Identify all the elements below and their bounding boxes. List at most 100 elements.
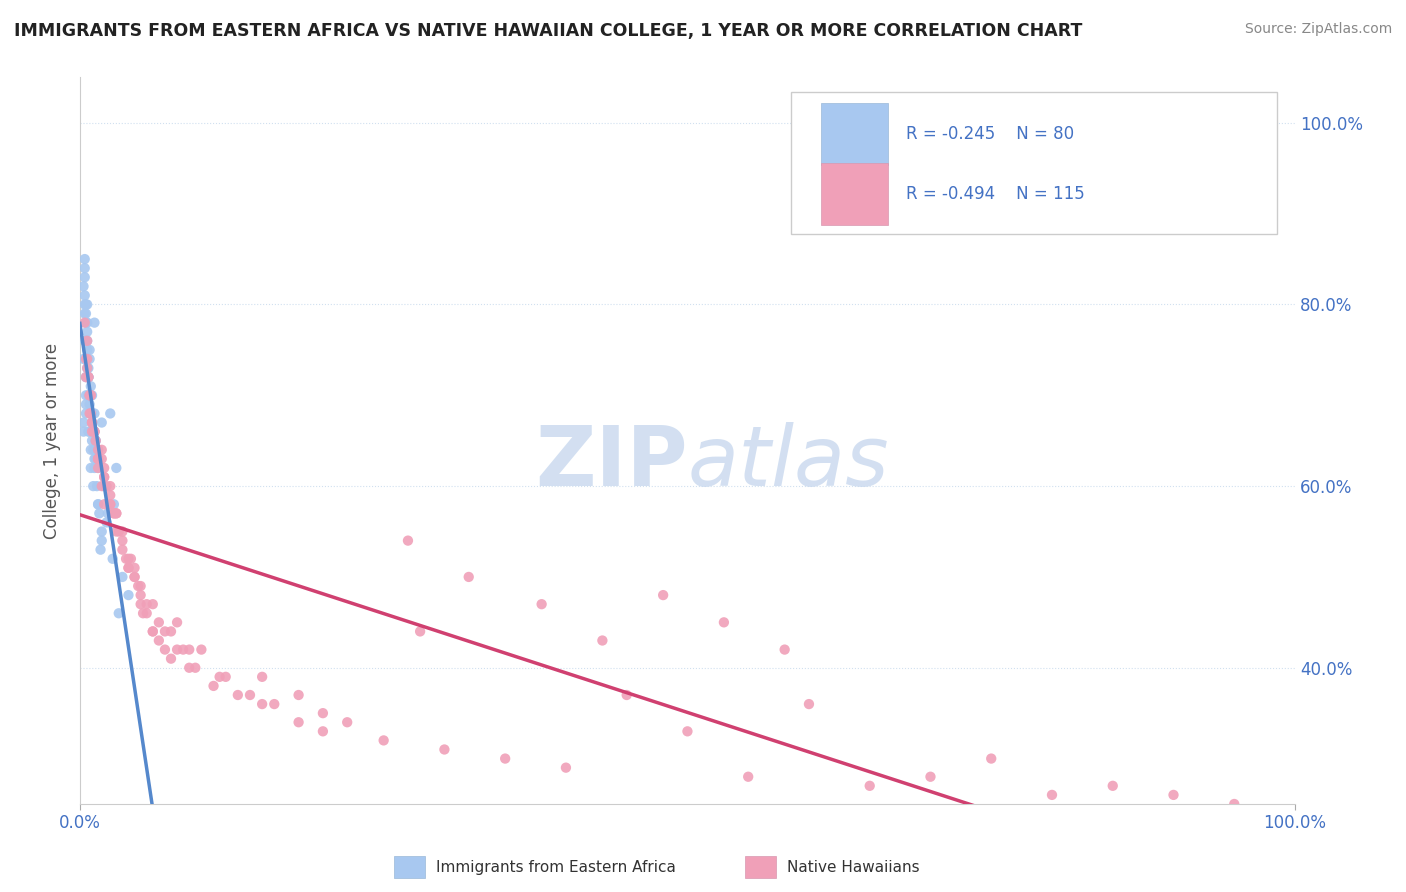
Point: [287, 688, 309, 702]
Point: [77, 425, 100, 439]
Point: [93, 479, 115, 493]
Point: [117, 561, 139, 575]
Point: [80, 407, 103, 421]
Point: [859, 779, 882, 793]
Point: [190, 642, 212, 657]
Point: [117, 561, 139, 575]
Point: [75, 297, 97, 311]
Point: [93, 461, 115, 475]
Point: [494, 751, 516, 765]
Point: [98, 407, 121, 421]
Point: [87, 442, 110, 457]
Point: [773, 642, 796, 657]
Point: [148, 615, 170, 630]
Point: [142, 597, 165, 611]
Point: [166, 615, 188, 630]
Text: atlas: atlas: [688, 422, 889, 503]
Point: [76, 351, 98, 366]
Point: [87, 451, 110, 466]
Point: [111, 524, 134, 539]
Point: [80, 434, 103, 448]
Point: [76, 297, 98, 311]
Point: [208, 670, 231, 684]
Point: [79, 351, 101, 366]
Point: [86, 479, 108, 493]
Point: [75, 407, 97, 421]
Point: [75, 351, 97, 366]
Point: [76, 334, 98, 348]
Point: [87, 451, 110, 466]
Point: [142, 624, 165, 639]
Point: [105, 461, 128, 475]
Point: [83, 461, 105, 475]
Point: [80, 407, 103, 421]
Point: [93, 470, 115, 484]
Text: R = -0.494    N = 115: R = -0.494 N = 115: [907, 185, 1085, 202]
Point: [83, 407, 105, 421]
Point: [1101, 779, 1123, 793]
Point: [103, 507, 125, 521]
Point: [72, 425, 94, 439]
Point: [84, 434, 107, 448]
Point: [920, 770, 942, 784]
Point: [75, 370, 97, 384]
Point: [87, 497, 110, 511]
Point: [129, 588, 152, 602]
Point: [166, 642, 188, 657]
Point: [676, 724, 699, 739]
Point: [457, 570, 479, 584]
Point: [73, 270, 96, 285]
Point: [129, 597, 152, 611]
Point: [98, 488, 121, 502]
Point: [80, 416, 103, 430]
Point: [79, 407, 101, 421]
Point: [153, 624, 176, 639]
Point: [76, 370, 98, 384]
Point: [76, 334, 98, 348]
Point: [84, 434, 107, 448]
Point: [1163, 788, 1185, 802]
Point: [312, 706, 335, 721]
Point: [80, 407, 103, 421]
Point: [75, 334, 97, 348]
Point: [105, 507, 128, 521]
Point: [83, 451, 105, 466]
Point: [103, 497, 125, 511]
Point: [239, 688, 262, 702]
Point: [80, 388, 103, 402]
Point: [127, 579, 149, 593]
Point: [87, 497, 110, 511]
Point: [105, 507, 128, 521]
Point: [103, 507, 125, 521]
Point: [79, 388, 101, 402]
Point: [101, 551, 124, 566]
Point: [80, 442, 103, 457]
Point: [87, 451, 110, 466]
Point: [77, 370, 100, 384]
Point: [132, 607, 155, 621]
Point: [90, 533, 112, 548]
Point: [80, 388, 103, 402]
Point: [75, 316, 97, 330]
Point: [1040, 788, 1063, 802]
Y-axis label: College, 1 year or more: College, 1 year or more: [44, 343, 60, 539]
Point: [336, 715, 359, 730]
Point: [111, 542, 134, 557]
Point: [97, 507, 120, 521]
Point: [160, 624, 183, 639]
Point: [80, 416, 103, 430]
Point: [117, 551, 139, 566]
Point: [172, 642, 194, 657]
Point: [90, 524, 112, 539]
Point: [98, 479, 121, 493]
Point: [93, 479, 115, 493]
Point: [433, 742, 456, 756]
Point: [80, 388, 103, 402]
Point: [263, 697, 285, 711]
Point: [135, 597, 157, 611]
Point: [72, 279, 94, 293]
Point: [80, 416, 103, 430]
Point: [90, 416, 112, 430]
Point: [396, 533, 419, 548]
Point: [76, 351, 98, 366]
